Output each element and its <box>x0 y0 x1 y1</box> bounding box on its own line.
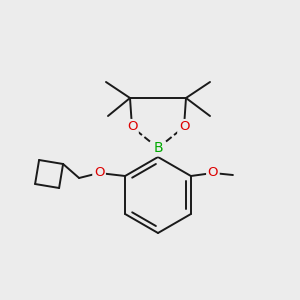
Text: O: O <box>208 167 218 179</box>
Text: O: O <box>127 121 137 134</box>
Text: B: B <box>153 141 163 155</box>
Text: O: O <box>94 167 104 179</box>
Text: O: O <box>179 121 189 134</box>
